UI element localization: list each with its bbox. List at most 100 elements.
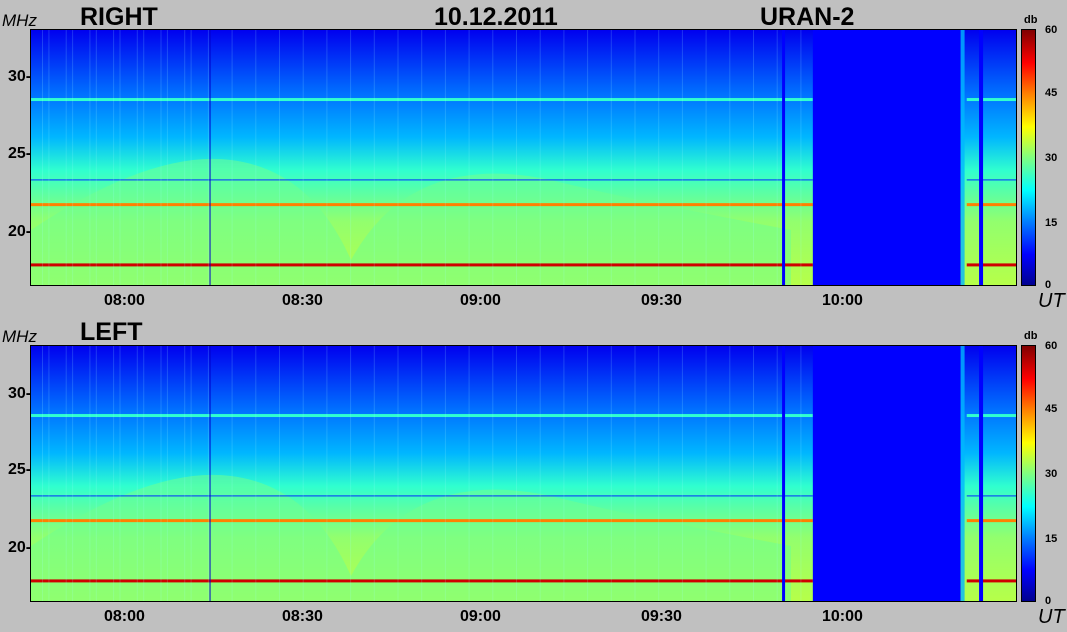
x-unit-top: UT bbox=[1038, 290, 1065, 312]
feature-line-3 bbox=[31, 179, 813, 181]
y-tick-30-bottom: 30- bbox=[8, 385, 32, 402]
vertical-striation bbox=[42, 30, 43, 285]
colorbar-tick-45-top: 45 bbox=[1045, 87, 1058, 99]
x-tick-0830-top: 08:30 bbox=[282, 292, 323, 309]
vertical-marker bbox=[209, 346, 211, 601]
y-unit-top: MHz bbox=[2, 11, 37, 30]
vertical-striation bbox=[231, 346, 233, 601]
vertical-striation bbox=[72, 30, 74, 285]
feature-line-0 bbox=[31, 263, 813, 267]
vertical-striation bbox=[279, 30, 280, 285]
spectrogram-right-svg bbox=[31, 30, 1016, 285]
x-tick-1000-top: 10:00 bbox=[822, 292, 863, 309]
narrow-gap-right bbox=[979, 30, 984, 285]
vertical-striation bbox=[207, 30, 209, 285]
data-gap bbox=[812, 346, 961, 601]
vertical-striation bbox=[563, 346, 565, 601]
vertical-striation bbox=[119, 30, 121, 285]
vertical-striation bbox=[729, 346, 731, 601]
vertical-striation bbox=[658, 30, 660, 285]
x-tick-0830-bottom: 08:30 bbox=[282, 608, 323, 625]
vertical-striation bbox=[634, 346, 636, 601]
y-tick-25-bottom: 25- bbox=[8, 461, 32, 478]
colorbar-unit-bottom: db bbox=[1024, 330, 1038, 342]
vertical-striation bbox=[95, 346, 97, 601]
vertical-striation bbox=[492, 30, 494, 285]
x-tick-0900-top: 09:00 bbox=[460, 292, 501, 309]
vertical-striation bbox=[516, 30, 517, 285]
vertical-striation bbox=[658, 346, 660, 601]
feature-line-right-2 bbox=[966, 519, 1016, 523]
feature-line-right-3 bbox=[966, 179, 1016, 181]
vertical-striation bbox=[681, 346, 683, 601]
feature-line-right-0 bbox=[966, 263, 1016, 267]
vertical-striation bbox=[190, 30, 192, 285]
vertical-striation bbox=[113, 346, 115, 601]
vertical-striation bbox=[350, 346, 352, 601]
vertical-striation bbox=[326, 346, 328, 601]
vertical-striation bbox=[753, 30, 754, 285]
vertical-striation bbox=[516, 346, 517, 601]
vertical-striation bbox=[610, 30, 612, 285]
x-tick-0900-bottom: 09:00 bbox=[460, 608, 501, 625]
data-gap bbox=[812, 30, 961, 285]
vertical-striation bbox=[113, 30, 115, 285]
panel-title-left: LEFT bbox=[80, 318, 143, 346]
narrow-gap bbox=[782, 30, 786, 285]
colorbar-tick-15-top: 15 bbox=[1045, 217, 1058, 229]
vertical-striation bbox=[397, 346, 399, 601]
data-sliver bbox=[960, 346, 965, 601]
y-tick-20-bottom: 20- bbox=[8, 539, 32, 556]
vertical-striation bbox=[468, 346, 470, 601]
vertical-striation bbox=[800, 346, 802, 601]
feature-line-right-0 bbox=[966, 579, 1016, 583]
vertical-striation bbox=[48, 346, 50, 601]
vertical-striation bbox=[190, 346, 192, 601]
vertical-striation bbox=[65, 30, 67, 285]
colorbar-tick-60-top: 60 bbox=[1045, 24, 1058, 36]
vertical-striation bbox=[143, 30, 145, 285]
vertical-striation bbox=[397, 30, 399, 285]
vertical-striation bbox=[255, 346, 257, 601]
vertical-striation bbox=[136, 346, 138, 601]
feature-line-right-1 bbox=[966, 414, 1016, 418]
narrow-gap bbox=[782, 346, 786, 601]
vertical-striation bbox=[539, 30, 541, 285]
vertical-striation bbox=[587, 30, 589, 285]
data-sliver bbox=[960, 30, 965, 285]
vertical-striation bbox=[65, 346, 67, 601]
feature-line-3 bbox=[31, 495, 813, 497]
feature-line-2 bbox=[31, 203, 813, 207]
vertical-striation bbox=[184, 346, 186, 601]
vertical-striation bbox=[563, 30, 565, 285]
instrument-label: URAN-2 bbox=[760, 3, 855, 31]
colorbar-unit-top: db bbox=[1024, 14, 1038, 26]
spectrogram-left-svg bbox=[31, 346, 1016, 601]
colorbar-tick-30-top: 30 bbox=[1045, 152, 1058, 164]
vertical-striation bbox=[326, 30, 328, 285]
vertical-striation bbox=[681, 30, 683, 285]
colorbar-bottom bbox=[1021, 345, 1036, 602]
x-tick-1000-bottom: 10:00 bbox=[822, 608, 863, 625]
feature-line-1 bbox=[31, 414, 813, 418]
vertical-striation bbox=[136, 30, 138, 285]
vertical-striation bbox=[373, 30, 375, 285]
date-label: 10.12.2011 bbox=[434, 3, 558, 31]
vertical-striation bbox=[587, 346, 589, 601]
vertical-striation bbox=[492, 346, 494, 601]
vertical-striation bbox=[42, 346, 43, 601]
vertical-striation bbox=[279, 346, 280, 601]
colorbar-top bbox=[1021, 29, 1036, 286]
vertical-striation bbox=[729, 30, 731, 285]
x-tick-0930-bottom: 09:30 bbox=[641, 608, 682, 625]
narrow-gap-right bbox=[979, 346, 984, 601]
emission-hump bbox=[31, 474, 791, 601]
vertical-striation bbox=[705, 30, 707, 285]
vertical-striation bbox=[48, 30, 50, 285]
vertical-striation bbox=[444, 346, 446, 601]
vertical-striation bbox=[89, 346, 91, 601]
vertical-striation bbox=[302, 346, 304, 601]
vertical-striation bbox=[800, 30, 802, 285]
feature-line-0 bbox=[31, 579, 813, 583]
vertical-striation bbox=[350, 30, 352, 285]
